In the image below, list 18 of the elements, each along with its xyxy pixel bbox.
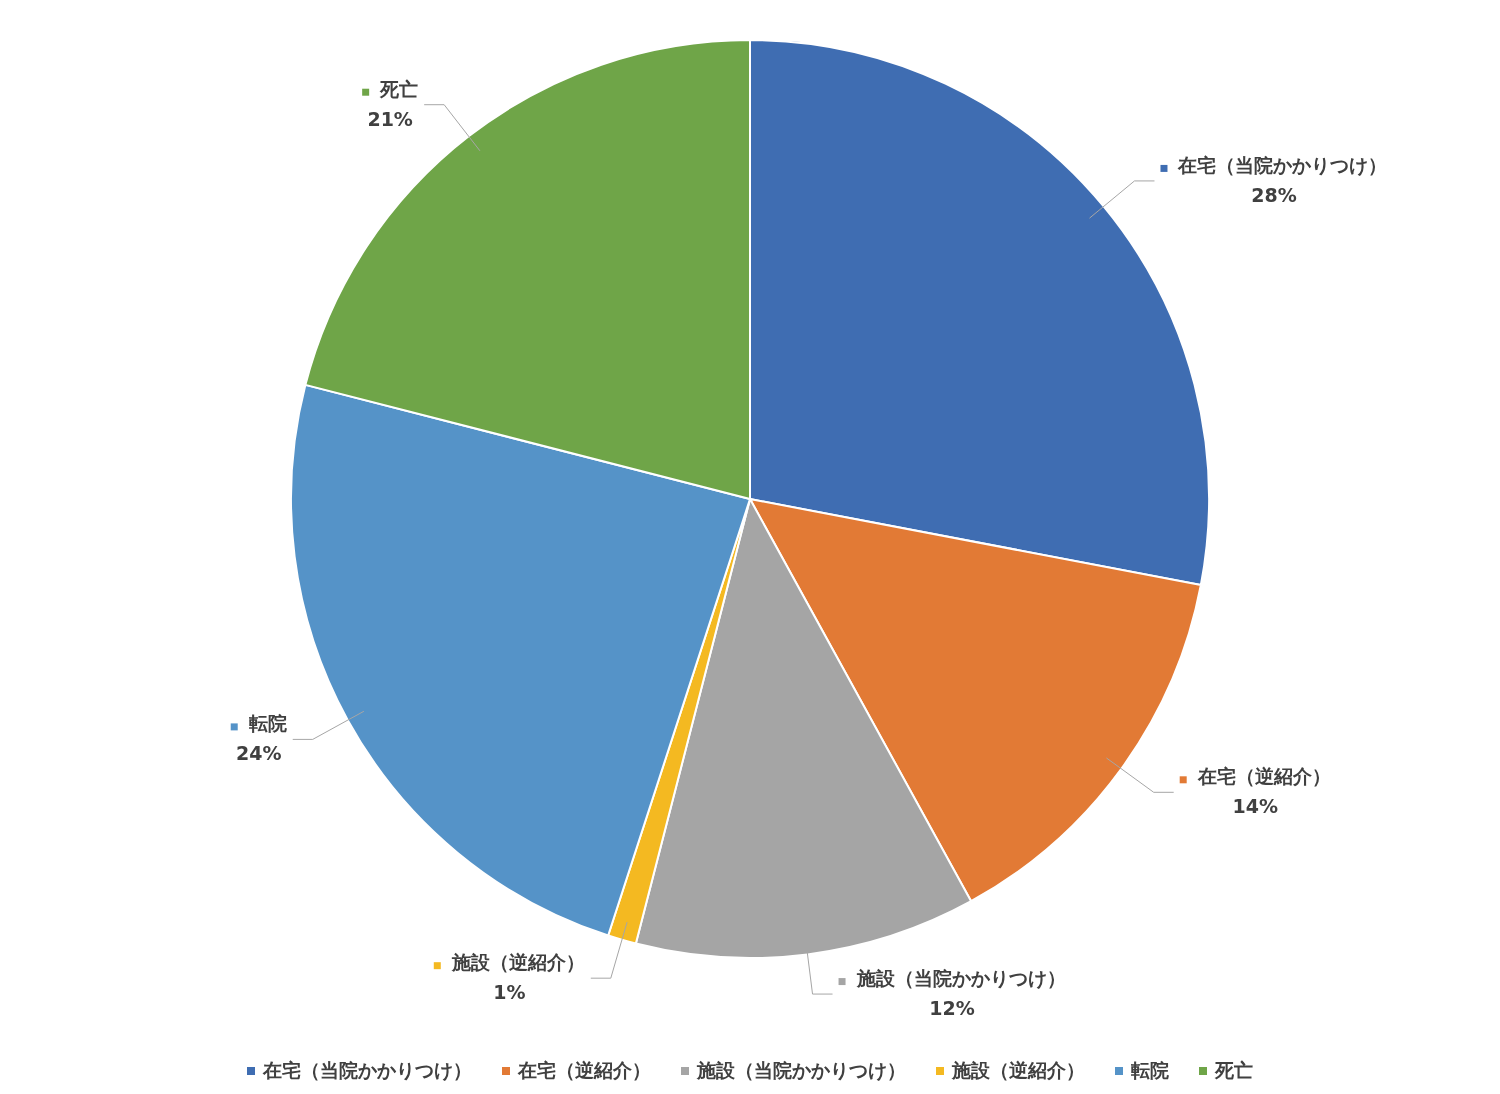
category-label: 転院 <box>1131 1059 1169 1081</box>
category-label: 在宅（逆紹介） <box>518 1059 651 1081</box>
data-label: 28% <box>1251 183 1297 206</box>
data-label: 1% <box>493 981 526 1004</box>
category-label: 施設（当院かかりつけ） <box>697 1059 906 1081</box>
category-label: 施設（逆紹介） <box>952 1059 1085 1081</box>
category-label: 在宅（当院かかりつけ） <box>263 1059 472 1081</box>
data-label: 12% <box>929 997 975 1019</box>
legend-label: 在宅（当院かかりつけ） <box>1177 153 1388 176</box>
data-label: 21% <box>367 107 413 130</box>
legend-label: 死亡 <box>379 77 419 100</box>
data-label: 24% <box>235 742 282 765</box>
data-label: 14% <box>1232 795 1278 818</box>
legend-label: 施設（逆紹介） <box>450 951 585 974</box>
legend-label: 転院 <box>248 712 287 735</box>
category-label: 死亡 <box>1215 1059 1253 1081</box>
legend-label: 施設（当院かかりつけ） <box>855 967 1066 989</box>
legend-label: 在宅（逆紹介） <box>1196 765 1331 788</box>
